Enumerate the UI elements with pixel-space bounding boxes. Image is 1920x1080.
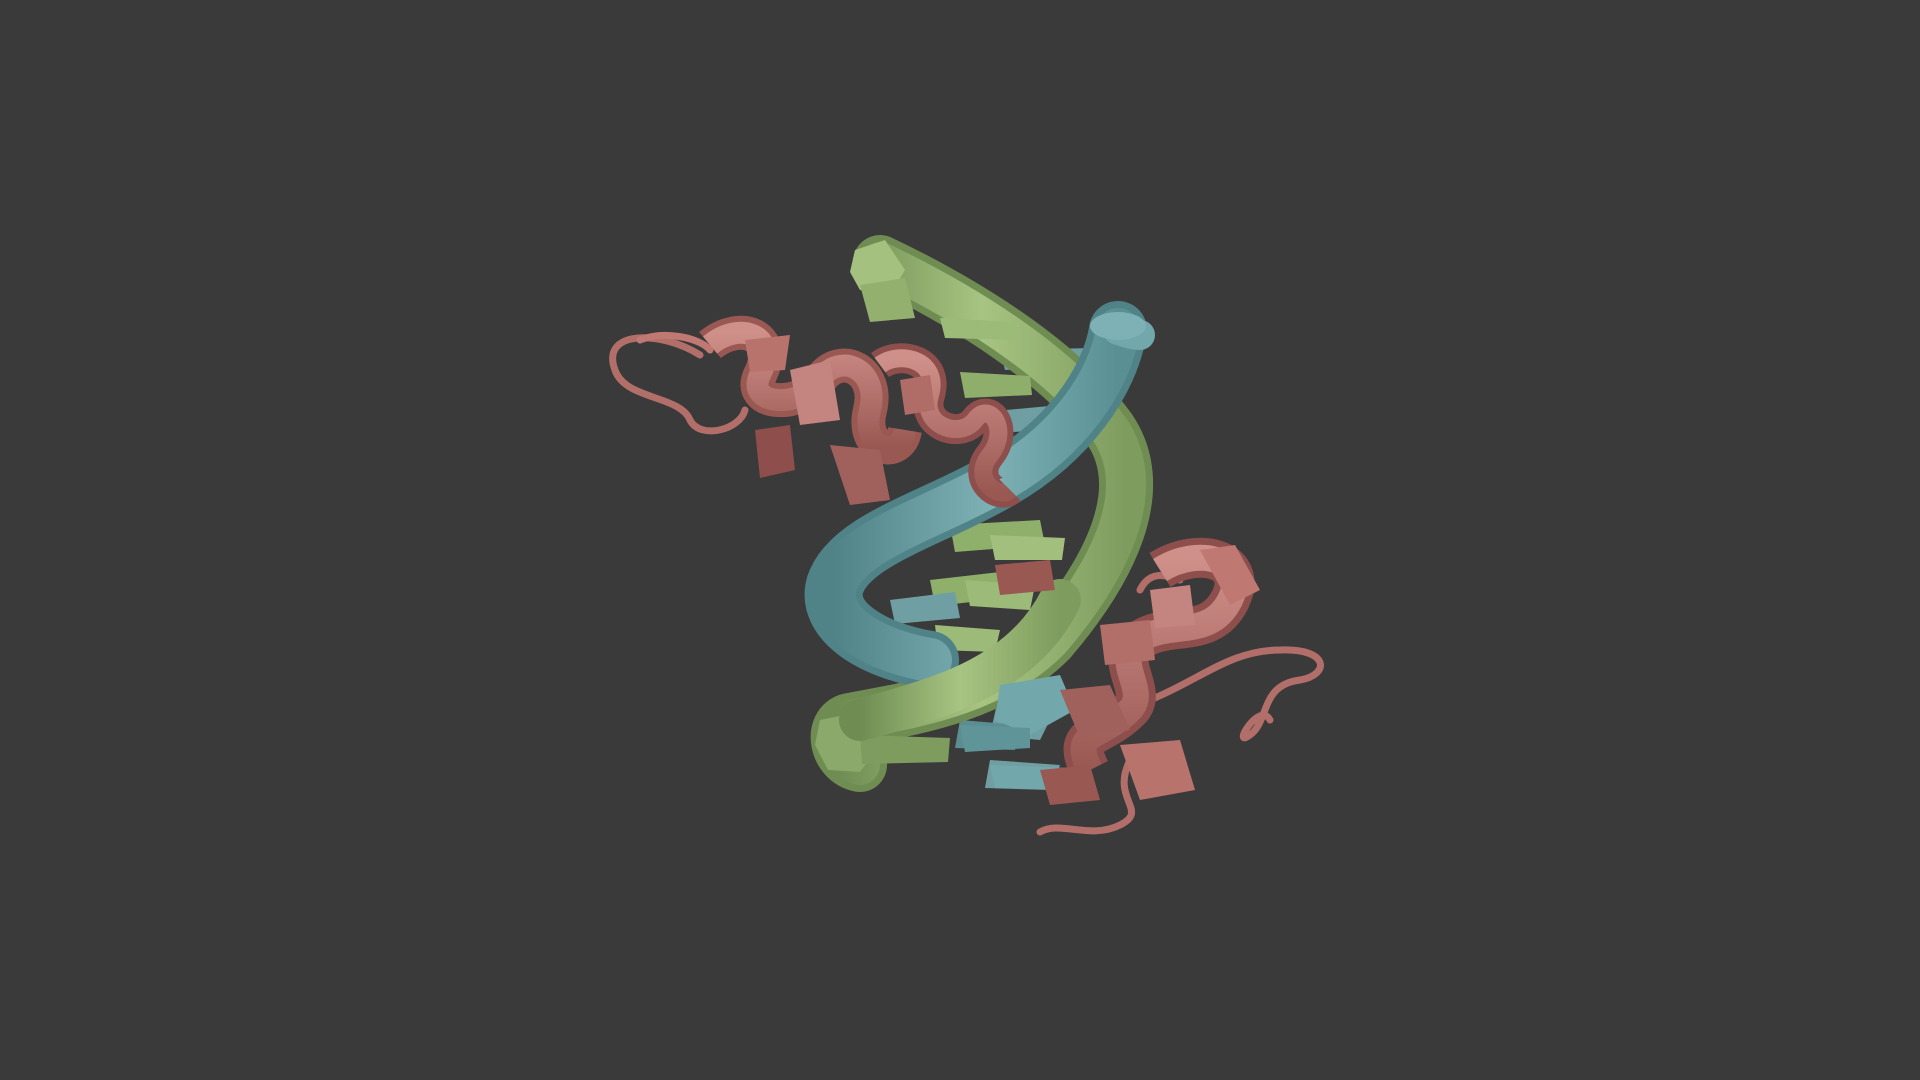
protein-domain-middle [871, 343, 1055, 595]
protein-domain-upper-left [609, 315, 922, 505]
dna-strand-blue [804, 301, 1155, 689]
protein-domain-lower-right [1036, 537, 1324, 836]
dna-strand-green-front [839, 579, 1081, 741]
